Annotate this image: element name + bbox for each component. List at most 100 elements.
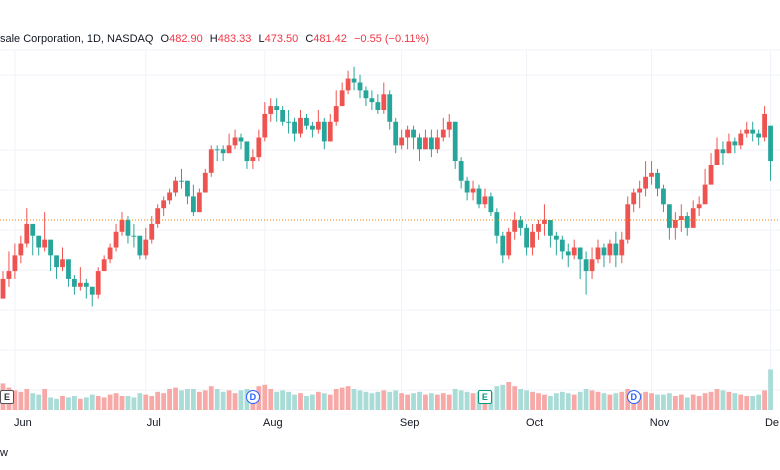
- candle[interactable]: [488, 192, 494, 217]
- candle[interactable]: [417, 133, 422, 162]
- candle[interactable]: [268, 98, 274, 122]
- candle[interactable]: [369, 90, 375, 110]
- candle[interactable]: [274, 98, 280, 122]
- candle[interactable]: [24, 208, 30, 248]
- candle[interactable]: [375, 94, 381, 114]
- candle[interactable]: [60, 247, 65, 272]
- candle[interactable]: [95, 267, 101, 299]
- candle[interactable]: [440, 117, 446, 142]
- candle[interactable]: [30, 223, 36, 256]
- candle[interactable]: [220, 145, 226, 162]
- candle[interactable]: [167, 188, 172, 205]
- candle[interactable]: [506, 227, 512, 260]
- candle[interactable]: [696, 196, 702, 217]
- candle[interactable]: [72, 275, 77, 295]
- candle[interactable]: [530, 223, 535, 256]
- candle[interactable]: [637, 180, 643, 209]
- candle[interactable]: [672, 212, 678, 240]
- candle[interactable]: [101, 255, 107, 272]
- candle[interactable]: [667, 204, 672, 240]
- candle[interactable]: [12, 243, 18, 279]
- candle[interactable]: [113, 223, 119, 252]
- candle[interactable]: [595, 239, 601, 264]
- candle[interactable]: [321, 117, 327, 150]
- candle[interactable]: [470, 180, 476, 201]
- candle[interactable]: [339, 82, 345, 107]
- candle[interactable]: [54, 255, 59, 279]
- candle[interactable]: [583, 251, 589, 295]
- candle[interactable]: [351, 66, 357, 91]
- candle[interactable]: [185, 180, 190, 205]
- candle[interactable]: [768, 125, 773, 181]
- dividend-marker-icon[interactable]: D: [626, 390, 641, 404]
- candle[interactable]: [155, 204, 161, 228]
- candle[interactable]: [756, 129, 762, 146]
- candle[interactable]: [548, 220, 553, 248]
- candle[interactable]: [173, 176, 178, 197]
- candle[interactable]: [131, 223, 137, 248]
- candle[interactable]: [708, 153, 714, 185]
- candle[interactable]: [292, 117, 297, 142]
- candle[interactable]: [137, 235, 143, 260]
- candle[interactable]: [89, 286, 95, 307]
- candle[interactable]: [744, 121, 750, 138]
- candle[interactable]: [619, 231, 625, 264]
- candle[interactable]: [48, 239, 53, 272]
- candle[interactable]: [36, 235, 42, 256]
- candle[interactable]: [702, 168, 708, 205]
- candle[interactable]: [0, 271, 6, 299]
- candle[interactable]: [518, 216, 524, 236]
- candle[interactable]: [399, 129, 405, 150]
- candle[interactable]: [244, 141, 250, 169]
- candle[interactable]: [446, 113, 452, 138]
- candle[interactable]: [191, 184, 196, 217]
- candle[interactable]: [512, 212, 518, 240]
- candle[interactable]: [423, 129, 428, 150]
- candle[interactable]: [238, 133, 244, 150]
- candle[interactable]: [333, 90, 339, 126]
- candle[interactable]: [565, 243, 571, 268]
- candle[interactable]: [232, 129, 238, 150]
- candle[interactable]: [750, 121, 756, 142]
- candle[interactable]: [202, 168, 208, 193]
- candle[interactable]: [684, 212, 690, 236]
- candle[interactable]: [536, 220, 541, 240]
- candle[interactable]: [678, 204, 684, 232]
- candle[interactable]: [524, 223, 529, 256]
- candle[interactable]: [286, 110, 291, 134]
- candle[interactable]: [631, 188, 637, 213]
- candle[interactable]: [357, 74, 363, 99]
- candle[interactable]: [482, 188, 488, 209]
- candle[interactable]: [280, 106, 286, 126]
- candle[interactable]: [226, 133, 232, 154]
- candle[interactable]: [149, 216, 155, 244]
- candle[interactable]: [762, 106, 767, 142]
- candle[interactable]: [125, 216, 131, 244]
- candle[interactable]: [559, 235, 565, 260]
- candle[interactable]: [310, 121, 315, 138]
- candle[interactable]: [42, 212, 48, 252]
- candle[interactable]: [542, 204, 547, 236]
- candle[interactable]: [726, 133, 732, 154]
- candle[interactable]: [411, 125, 416, 150]
- candle[interactable]: [208, 145, 214, 177]
- candle[interactable]: [434, 129, 440, 154]
- candle[interactable]: [494, 208, 500, 244]
- candle[interactable]: [613, 231, 619, 268]
- candle[interactable]: [571, 239, 577, 260]
- candle[interactable]: [714, 137, 720, 166]
- candle[interactable]: [690, 200, 696, 228]
- candle[interactable]: [345, 70, 351, 95]
- candle[interactable]: [601, 243, 607, 268]
- candle[interactable]: [179, 168, 184, 189]
- candle[interactable]: [304, 113, 309, 130]
- candle[interactable]: [643, 161, 648, 197]
- candle[interactable]: [363, 86, 369, 107]
- candle[interactable]: [143, 227, 149, 260]
- candle[interactable]: [553, 231, 559, 256]
- candle[interactable]: [107, 243, 113, 264]
- candle[interactable]: [196, 188, 202, 213]
- candle[interactable]: [77, 267, 83, 291]
- candle[interactable]: [405, 125, 410, 150]
- candle[interactable]: [476, 184, 482, 209]
